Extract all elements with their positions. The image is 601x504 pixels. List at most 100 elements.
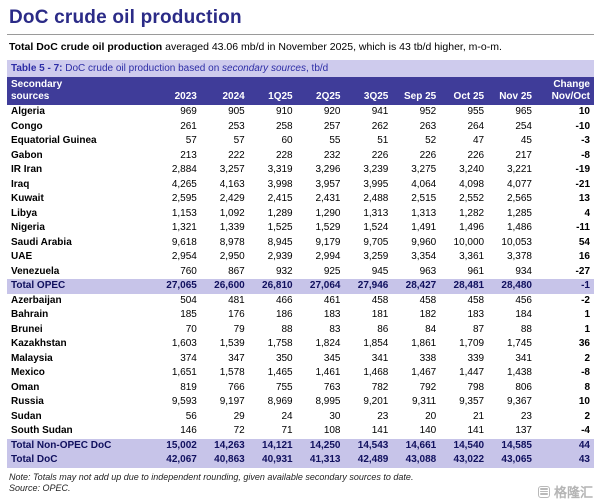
cell-value: 26,600 xyxy=(200,279,249,294)
column-header: Nov 25 xyxy=(488,77,536,105)
cell-value: 782 xyxy=(371,381,389,393)
cell-value: 1,496 xyxy=(459,222,485,233)
cell-value: 819 xyxy=(180,381,197,393)
column-header: 1Q25 xyxy=(248,77,297,105)
cell-value: 3,995 xyxy=(363,178,389,190)
cell-value: 42,489 xyxy=(344,453,393,468)
cell-value: 350 xyxy=(275,352,293,364)
cell-value: 23 xyxy=(520,410,532,422)
change-value: 43 xyxy=(536,453,594,468)
cell-value: 45 xyxy=(520,135,532,146)
cell-value: 760 xyxy=(180,265,197,277)
change-value: 10 xyxy=(578,396,590,407)
caption-lead: DoC crude oil production based on xyxy=(62,63,223,74)
cell-value: 9,618 xyxy=(171,236,197,248)
cell-value: 481 xyxy=(228,294,245,306)
cell-value: 1,854 xyxy=(363,338,389,349)
cell-value: 21 xyxy=(473,410,485,422)
table-row: Malaysia 374 347 350 345 341 338 339 341 2 xyxy=(7,352,594,367)
change-value: -4 xyxy=(581,425,590,436)
page-title: DoC crude oil production xyxy=(9,7,242,28)
cell-value: 226 xyxy=(371,149,389,161)
cell-value: 766 xyxy=(228,381,245,393)
cell-value: 963 xyxy=(419,265,437,277)
caption-number: Table 5 - 7: xyxy=(11,63,63,74)
cell-value: 1,468 xyxy=(363,367,389,378)
row-label: Total OPEC xyxy=(7,279,153,294)
footnote-source: Source: OPEC. xyxy=(9,482,71,493)
row-label: UAE xyxy=(11,251,33,262)
row-label: Libya xyxy=(11,207,38,219)
row-label: IR Iran xyxy=(11,164,43,175)
cell-value: 1,313 xyxy=(363,207,389,219)
change-value: 16 xyxy=(578,251,590,262)
table-row: Equatorial Guinea 57 57 60 55 51 52 47 45 -3 xyxy=(7,134,594,149)
cell-value: 2,515 xyxy=(411,193,437,204)
cell-value: 87 xyxy=(473,323,485,335)
cell-value: 88 xyxy=(281,323,293,335)
gelonghui-logo-text: 格隆汇 xyxy=(553,485,593,500)
cell-value: 910 xyxy=(275,106,293,117)
cell-value: 461 xyxy=(323,294,341,306)
cell-value: 9,593 xyxy=(171,396,197,407)
cell-value: 141 xyxy=(467,425,485,436)
cell-value: 456 xyxy=(515,294,532,306)
cell-value: 504 xyxy=(180,294,197,306)
cell-value: 140 xyxy=(419,425,437,436)
cell-value: 14,661 xyxy=(392,438,441,453)
cell-value: 253 xyxy=(228,120,245,132)
header-change-line2: Nov/Oct xyxy=(551,91,590,102)
column-header-change: Change Nov/Oct xyxy=(536,77,594,105)
cell-value: 23 xyxy=(377,410,389,422)
cell-value: 14,121 xyxy=(248,438,297,453)
cell-value: 1,313 xyxy=(411,207,437,219)
cell-value: 4,265 xyxy=(171,178,197,190)
cell-value: 3,240 xyxy=(459,164,485,175)
row-label: Congo xyxy=(11,120,43,132)
cell-value: 8,945 xyxy=(267,236,293,248)
cell-value: 9,179 xyxy=(315,236,341,248)
cell-value: 1,339 xyxy=(219,222,245,233)
change-value: 36 xyxy=(578,338,590,349)
cell-value: 798 xyxy=(467,381,485,393)
cell-value: 9,960 xyxy=(411,236,437,248)
cell-value: 1,529 xyxy=(315,222,341,233)
column-header: 2024 xyxy=(200,77,249,105)
cell-value: 9,367 xyxy=(506,396,532,407)
table-row: Venezuela 760 867 932 925 945 963 961 934 -27 xyxy=(7,265,594,280)
cell-value: 347 xyxy=(228,352,245,364)
cell-value: 1,465 xyxy=(267,367,293,378)
cell-value: 3,957 xyxy=(315,178,341,190)
change-value: 2 xyxy=(584,352,590,364)
cell-value: 28,427 xyxy=(392,279,441,294)
row-label: Sudan xyxy=(11,410,42,422)
cell-value: 763 xyxy=(323,381,341,393)
row-label: Azerbaijan xyxy=(11,294,62,306)
row-label: Kuwait xyxy=(11,193,44,204)
cell-value: 55 xyxy=(329,135,341,146)
cell-value: 141 xyxy=(371,425,389,436)
cell-value: 1,282 xyxy=(459,207,485,219)
cell-value: 1,525 xyxy=(267,222,293,233)
table-row: Mexico 1,651 1,578 1,465 1,461 1,468 1,467 1,44… xyxy=(7,366,594,381)
change-value: -21 xyxy=(575,178,590,190)
table-row: Saudi Arabia 9,618 8,978 8,945 9,179 9,705 9,9… xyxy=(7,236,594,251)
cell-value: 222 xyxy=(228,149,245,161)
cell-value: 1,486 xyxy=(506,222,532,233)
cell-value: 1,603 xyxy=(171,338,197,349)
cell-value: 182 xyxy=(419,309,437,320)
cell-value: 374 xyxy=(180,352,197,364)
cell-value: 51 xyxy=(377,135,389,146)
cell-value: 4,098 xyxy=(459,178,485,190)
cell-value: 254 xyxy=(515,120,532,132)
cell-value: 2,431 xyxy=(315,193,341,204)
column-header: 2023 xyxy=(153,77,201,105)
table-row: Kazakhstan 1,603 1,539 1,758 1,824 1,854 1,861… xyxy=(7,337,594,352)
change-value: 1 xyxy=(584,309,590,320)
row-label: Oman xyxy=(11,381,40,393)
cell-value: 263 xyxy=(419,120,437,132)
cell-value: 925 xyxy=(323,265,341,277)
cell-value: 43,065 xyxy=(488,453,536,468)
table-row: Bahrain 185 176 186 183 181 182 183 184 1 xyxy=(7,308,594,323)
production-table: Secondary sources 2023 2024 1Q25 2Q25 3Q25 Sep … xyxy=(7,77,594,468)
